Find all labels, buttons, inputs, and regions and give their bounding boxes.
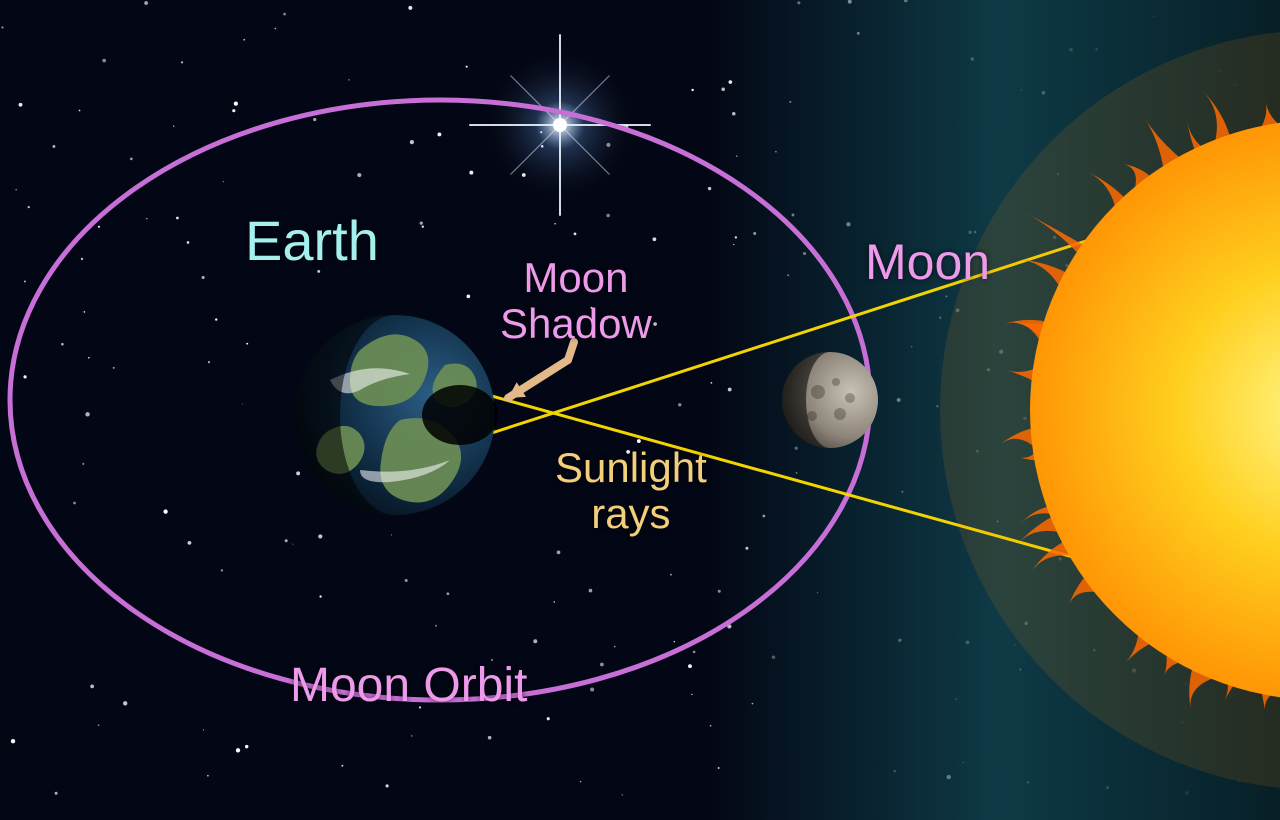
scene-svg (0, 0, 1280, 820)
moon-shadow-spot (422, 385, 498, 445)
moon (782, 352, 878, 448)
label-moon-shadow: Moon Shadow (500, 255, 652, 347)
label-moon-orbit: Moon Orbit (290, 660, 527, 713)
label-moon: Moon (865, 235, 990, 290)
eclipse-diagram: Earth Moon Moon Shadow Sunlight rays Moo… (0, 0, 1280, 820)
label-earth: Earth (245, 210, 379, 272)
label-sunlight-rays: Sunlight rays (555, 445, 707, 537)
